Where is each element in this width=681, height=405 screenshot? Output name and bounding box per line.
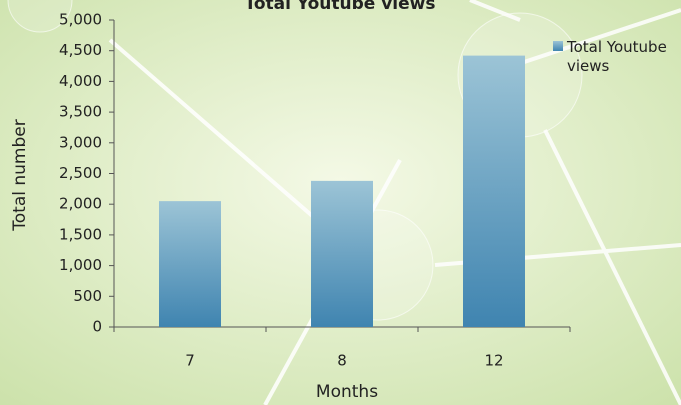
y-tick-label: 5,000 bbox=[59, 11, 102, 29]
y-tick-label: 4,500 bbox=[59, 41, 102, 59]
x-tick-label: 8 bbox=[337, 352, 347, 370]
legend-label: Total Youtube views bbox=[567, 38, 667, 75]
y-tick-label: 0 bbox=[92, 318, 102, 336]
chart-title: Total Youtube views bbox=[244, 0, 435, 14]
bar bbox=[463, 55, 525, 327]
y-tick-label: 1,000 bbox=[59, 256, 102, 274]
x-axis-title: Months bbox=[316, 382, 378, 402]
legend-swatch bbox=[553, 41, 563, 51]
bar bbox=[159, 201, 221, 327]
y-tick-label: 3,000 bbox=[59, 133, 102, 151]
y-tick-label: 2,000 bbox=[59, 195, 102, 213]
y-tick-label: 1,500 bbox=[59, 225, 102, 243]
y-tick-label: 500 bbox=[73, 287, 102, 305]
y-axis-title: Total number bbox=[10, 119, 30, 231]
y-tick-label: 4,000 bbox=[59, 72, 102, 90]
bar bbox=[311, 180, 373, 327]
y-tick-label: 3,500 bbox=[59, 103, 102, 121]
x-tick-label: 7 bbox=[185, 352, 195, 370]
y-tick-label: 2,500 bbox=[59, 164, 102, 182]
x-tick-label: 12 bbox=[484, 352, 503, 370]
